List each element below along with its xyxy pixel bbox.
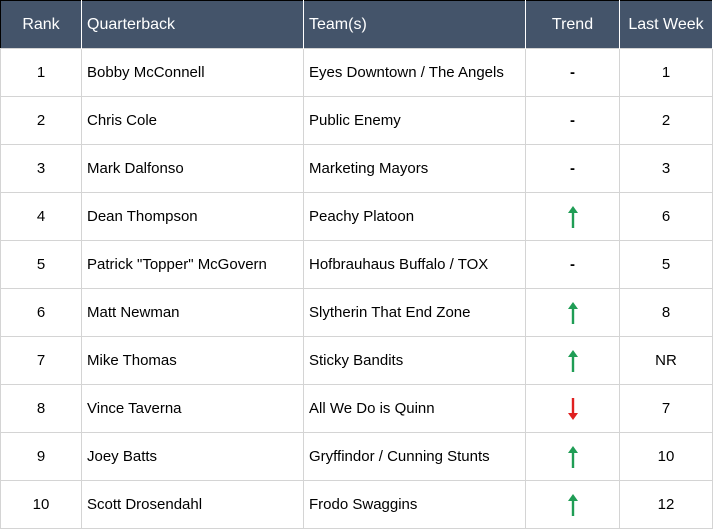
table-row: 4 Dean Thompson Peachy Platoon 6 bbox=[0, 192, 713, 241]
rank-cell: 1 bbox=[0, 48, 82, 97]
quarterback-cell: Joey Batts bbox=[81, 432, 304, 481]
table-body: 1 Bobby McConnell Eyes Downtown / The Ange… bbox=[0, 48, 713, 529]
trend-up-arrow bbox=[567, 349, 578, 372]
header-cell: Trend bbox=[525, 0, 620, 49]
rank-cell: 9 bbox=[0, 432, 82, 481]
quarterback-cell: Scott Drosendahl bbox=[81, 480, 304, 529]
team-cell: All We Do is Quinn bbox=[303, 384, 526, 433]
last-week-cell: 10 bbox=[619, 432, 713, 481]
last-week-cell: 5 bbox=[619, 240, 713, 289]
team-cell: Frodo Swaggins bbox=[303, 480, 526, 529]
quarterback-cell: Bobby McConnell bbox=[81, 48, 304, 97]
last-week-cell: 1 bbox=[619, 48, 713, 97]
quarterback-cell: Mark Dalfonso bbox=[81, 144, 304, 193]
arrow-shape bbox=[567, 493, 578, 516]
trend-cell: - bbox=[525, 240, 620, 289]
trend-cell bbox=[525, 384, 620, 433]
rank-cell: 10 bbox=[0, 480, 82, 529]
header-cell: Team(s) bbox=[303, 0, 526, 49]
quarterback-cell: Matt Newman bbox=[81, 288, 304, 337]
rank-cell: 4 bbox=[0, 192, 82, 241]
arrow-shape bbox=[567, 397, 578, 420]
arrow-shape bbox=[567, 301, 578, 324]
rank-cell: 8 bbox=[0, 384, 82, 433]
team-cell: Marketing Mayors bbox=[303, 144, 526, 193]
trend-cell bbox=[525, 432, 620, 481]
table-row: 9 Joey Batts Gryffindor / Cunning Stunts 10 bbox=[0, 432, 713, 481]
team-cell: Slytherin That End Zone bbox=[303, 288, 526, 337]
table-row: 8 Vince Taverna All We Do is Quinn 7 bbox=[0, 384, 713, 433]
last-week-cell: 7 bbox=[619, 384, 713, 433]
header-row: Rank Quarterback Team(s) Trend Last Week bbox=[0, 0, 713, 49]
trend-cell bbox=[525, 480, 620, 529]
team-cell: Public Enemy bbox=[303, 96, 526, 145]
trend-cell: - bbox=[525, 144, 620, 193]
team-cell: Gryffindor / Cunning Stunts bbox=[303, 432, 526, 481]
trend-up-arrow bbox=[567, 445, 578, 468]
trend-up-arrow bbox=[567, 205, 578, 228]
table-row: 6 Matt Newman Slytherin That End Zone 8 bbox=[0, 288, 713, 337]
trend-cell bbox=[525, 336, 620, 385]
last-week-cell: 3 bbox=[619, 144, 713, 193]
header-cell: Quarterback bbox=[81, 0, 304, 49]
table-row: 7 Mike Thomas Sticky Bandits NR bbox=[0, 336, 713, 385]
arrow-shape bbox=[567, 205, 578, 228]
team-cell: Eyes Downtown / The Angels bbox=[303, 48, 526, 97]
header-cell: Rank bbox=[0, 0, 82, 49]
rank-cell: 5 bbox=[0, 240, 82, 289]
table-row: 10 Scott Drosendahl Frodo Swaggins 12 bbox=[0, 480, 713, 529]
rank-cell: 7 bbox=[0, 336, 82, 385]
trend-up-arrow bbox=[567, 493, 578, 516]
last-week-cell: NR bbox=[619, 336, 713, 385]
rank-cell: 3 bbox=[0, 144, 82, 193]
quarterback-cell: Patrick "Topper" McGovern bbox=[81, 240, 304, 289]
team-cell: Peachy Platoon bbox=[303, 192, 526, 241]
rank-cell: 6 bbox=[0, 288, 82, 337]
trend-cell: - bbox=[525, 96, 620, 145]
trend-cell bbox=[525, 288, 620, 337]
quarterback-cell: Dean Thompson bbox=[81, 192, 304, 241]
trend-cell: - bbox=[525, 48, 620, 97]
table-row: 3 Mark Dalfonso Marketing Mayors -3 bbox=[0, 144, 713, 193]
last-week-cell: 2 bbox=[619, 96, 713, 145]
last-week-cell: 6 bbox=[619, 192, 713, 241]
team-cell: Sticky Bandits bbox=[303, 336, 526, 385]
header-cell: Last Week bbox=[619, 0, 713, 49]
arrow-shape bbox=[567, 349, 578, 372]
rank-cell: 2 bbox=[0, 96, 82, 145]
last-week-cell: 12 bbox=[619, 480, 713, 529]
arrow-shape bbox=[567, 445, 578, 468]
trend-down-arrow bbox=[567, 397, 578, 420]
team-cell: Hofbrauhaus Buffalo / TOX bbox=[303, 240, 526, 289]
trend-up-arrow bbox=[567, 301, 578, 324]
quarterback-cell: Mike Thomas bbox=[81, 336, 304, 385]
quarterback-cell: Chris Cole bbox=[81, 96, 304, 145]
table-row: 5 Patrick "Topper" McGovern Hofbrauhaus Bu… bbox=[0, 240, 713, 289]
table-row: 1 Bobby McConnell Eyes Downtown / The Ange… bbox=[0, 48, 713, 97]
table-row: 2 Chris Cole Public Enemy -2 bbox=[0, 96, 713, 145]
trend-cell bbox=[525, 192, 620, 241]
last-week-cell: 8 bbox=[619, 288, 713, 337]
quarterback-cell: Vince Taverna bbox=[81, 384, 304, 433]
